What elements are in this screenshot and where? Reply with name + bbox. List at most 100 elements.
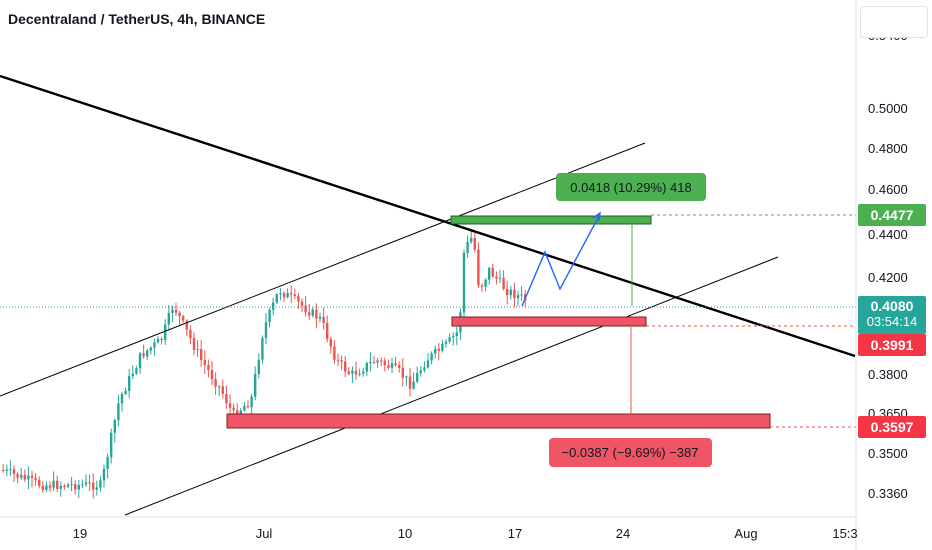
candle-body (192, 338, 196, 350)
drawings: 0.0418 (10.29%) 418 −0.0387 (−9.69%) −38… (0, 74, 856, 516)
candle-body (380, 360, 383, 362)
candle-body (135, 368, 138, 374)
candle-body (268, 309, 271, 323)
candle-body (243, 405, 246, 411)
candle-body (56, 480, 59, 489)
candle-body (419, 370, 422, 374)
descending-trendline[interactable] (0, 74, 856, 358)
candle-body (462, 252, 466, 313)
candle-body (498, 277, 502, 279)
time-tick-label: 19 (73, 526, 87, 541)
target-zone[interactable] (450, 215, 652, 225)
candle-body (293, 294, 296, 296)
price-axis[interactable]: 0.33600.35000.36500.38000.42000.44000.46… (868, 28, 908, 501)
channel-upper-line[interactable] (0, 142, 646, 397)
measure-down-box (549, 438, 712, 467)
candle-body (408, 376, 412, 389)
candle-body (45, 485, 48, 490)
candle-body (326, 322, 329, 339)
candle-body (390, 363, 394, 368)
candle-body (236, 410, 239, 417)
candle-body (225, 393, 228, 404)
candle-body (81, 484, 84, 486)
candle-body (261, 337, 264, 360)
candle-body (290, 292, 293, 295)
candle-body (160, 338, 163, 341)
candle-body (506, 288, 509, 296)
candle-body (470, 237, 473, 242)
time-axis[interactable]: 19 Jul 10 17 24 Aug 15:3 (73, 526, 858, 541)
candle-body (153, 342, 156, 348)
price-label-current: 0.4080 03:54:14 (858, 296, 926, 334)
price-tick-label: 0.3500 (868, 446, 908, 461)
candle-body (120, 393, 124, 404)
price-label-target: 0.4477 (858, 204, 926, 226)
current-price: 0.4080 (870, 298, 914, 314)
candle-body (441, 343, 444, 351)
candle-body (466, 241, 469, 253)
candle-body (362, 371, 365, 374)
candle-body (398, 365, 401, 368)
candle-body (189, 329, 192, 339)
candle-body (344, 361, 347, 372)
candle-body (5, 469, 8, 471)
price-tick-label: 0.4400 (868, 227, 908, 242)
candle-body (84, 482, 88, 485)
candle-body (110, 432, 113, 458)
candle-body (74, 484, 77, 490)
candle-body (405, 376, 408, 378)
candle-body (452, 336, 455, 338)
candle-body (509, 289, 512, 296)
time-tick-label: 15:3 (832, 526, 857, 541)
candle-body (228, 403, 232, 408)
candle-body (63, 486, 66, 488)
candle-body (272, 302, 275, 310)
price-tick-label: 0.3800 (868, 367, 908, 382)
candle-body (354, 370, 358, 375)
candle-body (41, 485, 44, 490)
candle-body (196, 349, 199, 351)
candle-body (38, 479, 41, 486)
candle-body (174, 309, 178, 313)
candle-body (520, 294, 523, 296)
candle-body (250, 396, 253, 408)
candle-body (99, 480, 102, 488)
candle-body (178, 312, 181, 317)
candle-body (473, 237, 476, 250)
candle-body (30, 475, 34, 478)
candle-body (297, 295, 300, 302)
candle-body (365, 363, 368, 372)
candle-body (477, 249, 480, 286)
projected-path[interactable] (521, 213, 601, 307)
candle-body (52, 480, 55, 488)
candle-body (246, 405, 250, 408)
candle-body (311, 309, 314, 316)
candle-body (300, 301, 304, 306)
candle-body (282, 293, 286, 298)
time-tick-label: 10 (398, 526, 412, 541)
stop-zone[interactable] (226, 413, 771, 429)
settings-box[interactable] (860, 6, 928, 38)
candle-body (318, 316, 322, 319)
candle-body (12, 469, 16, 474)
candle-body (336, 359, 340, 361)
candle-body (401, 367, 404, 378)
bar-countdown: 03:54:14 (866, 314, 918, 329)
candle-body (20, 474, 23, 478)
candle-body (113, 420, 116, 433)
candle-body (491, 267, 494, 277)
support-zone[interactable] (451, 316, 647, 327)
candle-body (484, 279, 487, 287)
candle-body (146, 350, 149, 357)
candle-body (488, 267, 491, 280)
candle-body (66, 484, 70, 487)
candle-body (156, 338, 160, 343)
candle-body (142, 353, 145, 357)
candle-body (171, 309, 174, 313)
candle-body (426, 360, 430, 368)
channel-lower-line[interactable] (124, 256, 779, 516)
candle-body (437, 348, 440, 351)
candle-body (131, 373, 134, 377)
candle-body (308, 312, 311, 316)
